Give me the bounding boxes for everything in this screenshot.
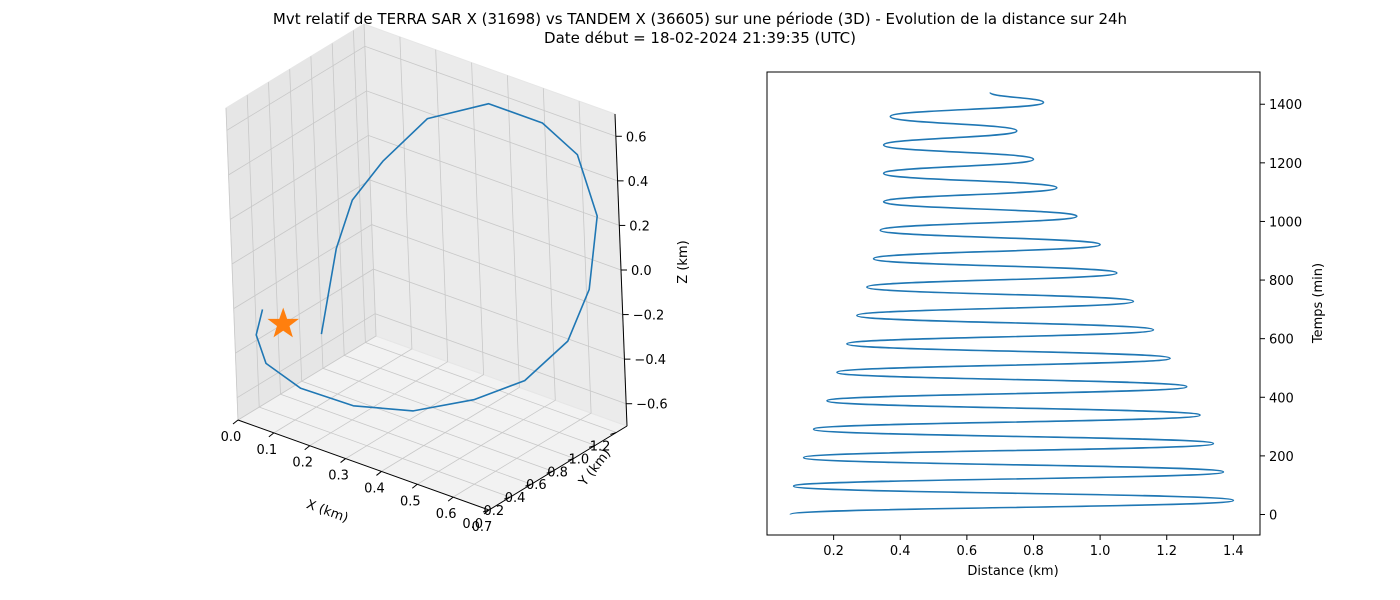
y-axis-label: Temps (min) xyxy=(1311,263,1326,344)
y-tick xyxy=(610,431,617,435)
y-tick xyxy=(525,483,532,487)
x-tick xyxy=(376,471,382,476)
y-tick-label: 1.0 xyxy=(568,452,589,467)
x-gridline xyxy=(309,49,449,447)
x-tick-label: 0.7 xyxy=(472,520,493,535)
y-gridline xyxy=(310,56,575,459)
y-tick-label: 0 xyxy=(1269,508,1277,523)
x-gridline xyxy=(237,23,377,421)
x-tick-label: 0.4 xyxy=(364,481,385,496)
x-tick xyxy=(268,432,275,438)
z-tick-label: 0.4 xyxy=(628,175,649,190)
y-tick-label: 0.6 xyxy=(526,478,547,493)
x-tick-label: 0.6 xyxy=(436,507,457,522)
x-tick-label: 1.2 xyxy=(1156,544,1177,559)
x-axis-line xyxy=(237,419,490,511)
x-tick-label: 0.5 xyxy=(400,494,421,509)
y-tick-label: 1200 xyxy=(1269,157,1302,172)
y-tick-label: 0.0 xyxy=(462,517,483,532)
x-gridline xyxy=(381,75,520,472)
axes-2d: 0.2 0.4 0.6 0.8 1.0 1.2 1.4 0 200 400 600 800 1000 12… xyxy=(766,71,1302,559)
z-gridline xyxy=(231,179,622,271)
x-tick-label: 0.2 xyxy=(292,456,313,471)
z-tick-label: 0.0 xyxy=(631,264,652,279)
trajectory-3d-chart: 0.00.10.20.30.40.50.60.70.00.20.40.60.81… xyxy=(221,23,691,535)
x-tick-label: 0.3 xyxy=(328,469,349,484)
figure-title: Mvt relatif de TERRA SAR X (31698) vs TA… xyxy=(0,10,1400,48)
z-tick-label: 0.2 xyxy=(629,219,650,234)
z-axis-label: Z (km) xyxy=(676,240,691,283)
z-tick-label: −0.4 xyxy=(634,353,666,368)
x-tick xyxy=(340,458,346,463)
x-tick xyxy=(232,419,239,425)
z-gridline xyxy=(226,45,617,137)
y-tick xyxy=(567,457,575,461)
trajectory-line xyxy=(255,102,599,412)
plot-frame xyxy=(766,71,1261,536)
y-tick xyxy=(588,444,596,448)
y-tick-label: 400 xyxy=(1269,391,1294,406)
figure-title-line-1: Mvt relatif de TERRA SAR X (31698) vs TA… xyxy=(272,10,1128,28)
y-tick-label: 800 xyxy=(1269,274,1294,289)
z-gridline xyxy=(228,90,618,182)
y-gridline xyxy=(331,43,596,446)
y-tick xyxy=(482,509,490,513)
x-tick-label: 0.6 xyxy=(957,544,978,559)
x-axis-label: Distance (km) xyxy=(967,564,1058,579)
z-tick-label: −0.2 xyxy=(633,309,665,324)
x-axis-label: X (km) xyxy=(304,497,350,526)
z-tick-label: 0.6 xyxy=(626,130,647,145)
y-tick xyxy=(504,496,511,500)
x-gridline xyxy=(417,88,556,485)
x-tick xyxy=(411,483,418,489)
star-marker xyxy=(267,307,299,338)
z-gridline xyxy=(233,224,623,315)
x-tick-label: 0.1 xyxy=(257,443,278,458)
x-tick-label: 1.4 xyxy=(1223,544,1244,559)
x-tick-label: 0.8 xyxy=(1023,544,1044,559)
y-tick-label: 1000 xyxy=(1269,215,1302,230)
y-gridline xyxy=(289,69,553,472)
x-tick-label: 1.0 xyxy=(1090,544,1111,559)
y-gridline xyxy=(353,30,617,433)
y-tick-label: 0.2 xyxy=(484,504,505,519)
y-tick-label: 0.8 xyxy=(547,465,568,480)
distance-line xyxy=(789,91,1235,516)
y-tick-label: 1400 xyxy=(1269,98,1302,113)
y-tick-label: 0.4 xyxy=(505,491,526,506)
x-tick-label: 0.0 xyxy=(221,430,242,445)
y-tick-label: 600 xyxy=(1269,333,1294,348)
y-axis-line xyxy=(488,425,628,511)
y-tick xyxy=(546,470,553,474)
y-gridline xyxy=(246,95,511,498)
axes-3d: 0.00.10.20.30.40.50.60.70.00.20.40.60.81… xyxy=(221,23,668,535)
z-gridline xyxy=(236,313,627,405)
x-tick xyxy=(447,496,454,502)
y-tick-label: 1.2 xyxy=(590,439,611,454)
x-tick xyxy=(304,445,311,451)
z-gridline xyxy=(230,134,620,226)
x-tick-label: 0.4 xyxy=(890,544,911,559)
y-tick-label: 200 xyxy=(1269,450,1294,465)
figure-title-line-2: Date début = 18-02-2024 21:39:35 (UTC) xyxy=(544,29,856,47)
x-gridline xyxy=(452,101,592,498)
x-tick-label: 0.2 xyxy=(823,544,844,559)
z-tick-label: −0.6 xyxy=(636,398,668,413)
y-gridline xyxy=(268,82,532,485)
x-gridline xyxy=(345,62,485,459)
